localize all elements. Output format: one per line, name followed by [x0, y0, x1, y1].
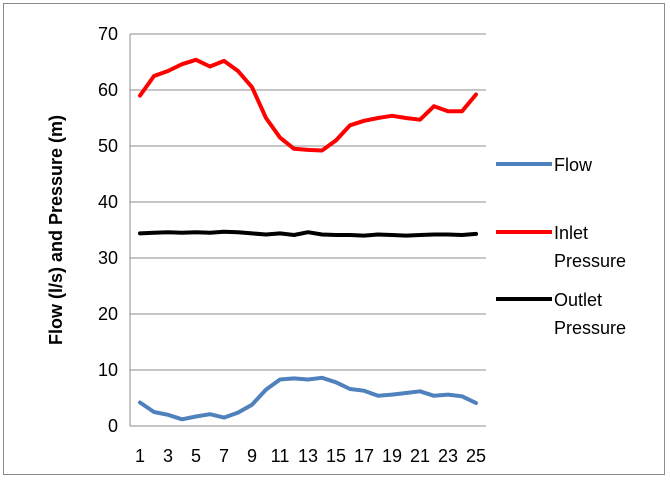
legend-label-line: Outlet [554, 290, 602, 310]
x-tick-label: 23 [438, 446, 458, 466]
legend-label-line: Pressure [554, 318, 626, 338]
legend-label-3: Outlet Pressure [554, 290, 626, 338]
x-tick-label: 3 [163, 446, 173, 466]
legend-label-line: Flow [554, 155, 593, 175]
chart-frame [3, 3, 665, 475]
x-tick-label: 21 [410, 446, 430, 466]
series-line-1 [138, 375, 478, 422]
x-tick-label: 25 [466, 446, 486, 466]
y-tick-label: 0 [108, 416, 118, 436]
x-tick-label: 1 [135, 446, 145, 466]
y-tick-label: 70 [98, 24, 118, 44]
legend-label-line: Pressure [554, 251, 626, 271]
x-tick-label: 11 [271, 446, 290, 466]
legend-label-2: Inlet Pressure [554, 223, 626, 271]
x-tick-label: 15 [326, 446, 346, 466]
x-tick-label: 5 [191, 446, 201, 466]
series-line-3 [138, 229, 478, 238]
y-tick-label: 20 [98, 304, 118, 324]
y-axis-title: Flow (l/s) and Pressure (m) [46, 115, 66, 345]
x-tick-label: 17 [354, 446, 374, 466]
x-tick-label: 7 [219, 446, 229, 466]
x-tick-label: 19 [382, 446, 402, 466]
x-tick-label: 9 [247, 446, 257, 466]
x-tick-label: 13 [298, 446, 318, 466]
legend-label-line: Inlet [554, 223, 588, 243]
y-tick-label: 50 [98, 136, 118, 156]
y-tick-label: 10 [98, 360, 118, 380]
y-tick-label: 30 [98, 248, 118, 268]
series-line-2 [138, 57, 478, 153]
legend-label-1: Flow [554, 155, 593, 175]
y-tick-label: 40 [98, 192, 118, 212]
y-tick-label: 60 [98, 80, 118, 100]
